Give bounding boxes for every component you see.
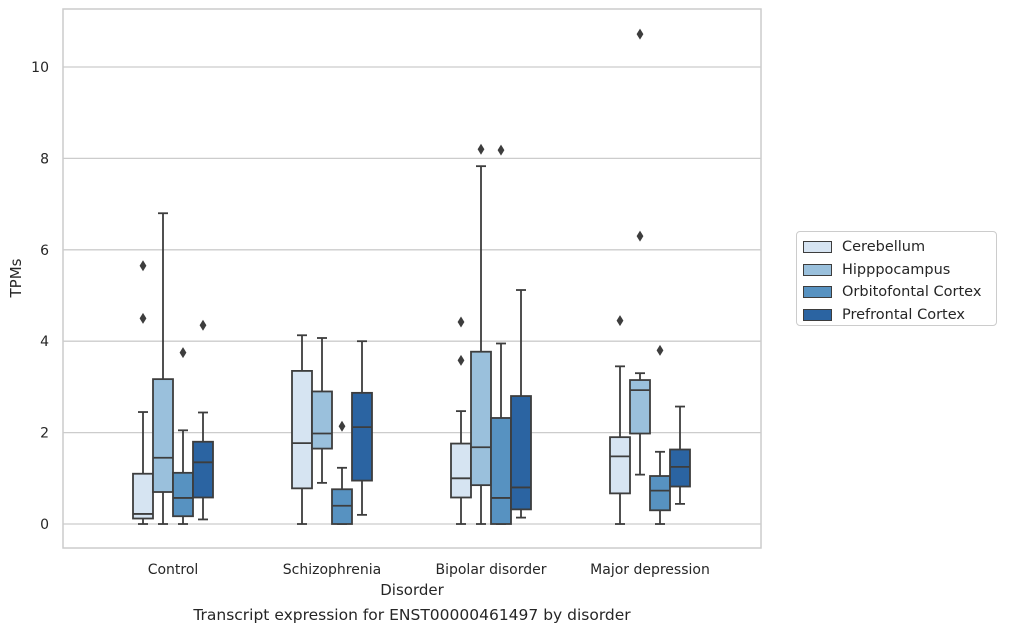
y-axis-label: TPMs (7, 258, 25, 298)
legend-swatch (803, 286, 832, 299)
box-prefrontal-cortex (669, 405, 691, 505)
x-tick-label: Control (148, 562, 199, 578)
y-tick-label: 4 (40, 334, 49, 350)
box-orbitofontal-cortex (649, 344, 671, 525)
y-tick-labels: 0 2 4 6 8 10 (31, 60, 49, 533)
iqr-box (510, 395, 532, 511)
box-prefrontal-cortex (510, 289, 532, 519)
iqr-box (669, 448, 691, 488)
iqr-box (132, 472, 154, 520)
outlier-point (636, 28, 644, 40)
y-tick-label: 0 (40, 517, 49, 533)
outlier-point (199, 319, 207, 331)
x-tick-label: Major depression (590, 562, 710, 578)
legend-label: Orbitofontal Cortex (842, 284, 982, 301)
box-hipppocampus (470, 143, 492, 525)
x-axis-label: Disorder (380, 581, 444, 599)
y-tick-label: 6 (40, 243, 49, 259)
iqr-box (291, 370, 313, 490)
outlier-point (179, 347, 187, 359)
legend-swatch (803, 308, 832, 321)
legend-label: Prefrontal Cortex (842, 306, 965, 323)
outlier-point (656, 344, 664, 356)
box-orbitofontal-cortex (172, 347, 194, 525)
y-tick-label: 10 (31, 60, 49, 76)
legend-swatch (803, 241, 832, 254)
iqr-box (172, 471, 194, 518)
iqr-box (490, 417, 512, 525)
outlier-point (497, 144, 505, 156)
outlier-point (477, 143, 485, 155)
legend-item: Prefrontal Cortex (803, 304, 996, 327)
legend-item: Cerebellum (803, 236, 996, 259)
iqr-box (649, 475, 671, 512)
legend-label: Cerebellum (842, 239, 926, 256)
box-cerebellum (132, 260, 154, 525)
y-tick-label: 2 (40, 426, 49, 442)
box-hipppocampus (629, 28, 651, 476)
iqr-box (331, 488, 353, 525)
box-orbitofontal-cortex (331, 420, 353, 525)
iqr-box (152, 378, 174, 493)
iqr-box (609, 436, 631, 495)
x-tick-label: Bipolar disorder (435, 562, 546, 578)
x-tick-label: Schizophrenia (283, 562, 381, 578)
outlier-point (636, 230, 644, 242)
x-tick-labels: Control Schizophrenia Bipolar disorder Majo… (148, 562, 710, 578)
outlier-point (616, 315, 624, 327)
legend: Cerebellum Hipppocampus Orbitofontal Corte… (796, 231, 997, 326)
outlier-point (457, 316, 465, 328)
outlier-point (457, 354, 465, 366)
box-hipppocampus (311, 337, 333, 484)
legend-swatch (803, 263, 832, 276)
chart-caption: Transcript expression for ENST0000046149… (193, 606, 631, 624)
box-hipppocampus (152, 212, 174, 525)
plot-area (62, 8, 762, 549)
iqr-box (470, 350, 492, 487)
legend-item: Hipppocampus (803, 259, 996, 282)
iqr-box (192, 440, 214, 499)
box-prefrontal-cortex (192, 319, 214, 521)
iqr-box (450, 442, 472, 499)
iqr-box (351, 391, 373, 482)
outlier-point (139, 312, 147, 324)
y-tick-label: 8 (40, 151, 49, 167)
outlier-point (338, 420, 346, 432)
box-cerebellum (609, 315, 631, 525)
outlier-point (139, 260, 147, 272)
box-prefrontal-cortex (351, 340, 373, 516)
legend-label: Hipppocampus (842, 261, 951, 278)
box-series (132, 28, 691, 525)
iqr-box (629, 379, 651, 435)
legend-item: Orbitofontal Cortex (803, 281, 996, 304)
iqr-box (311, 390, 333, 450)
